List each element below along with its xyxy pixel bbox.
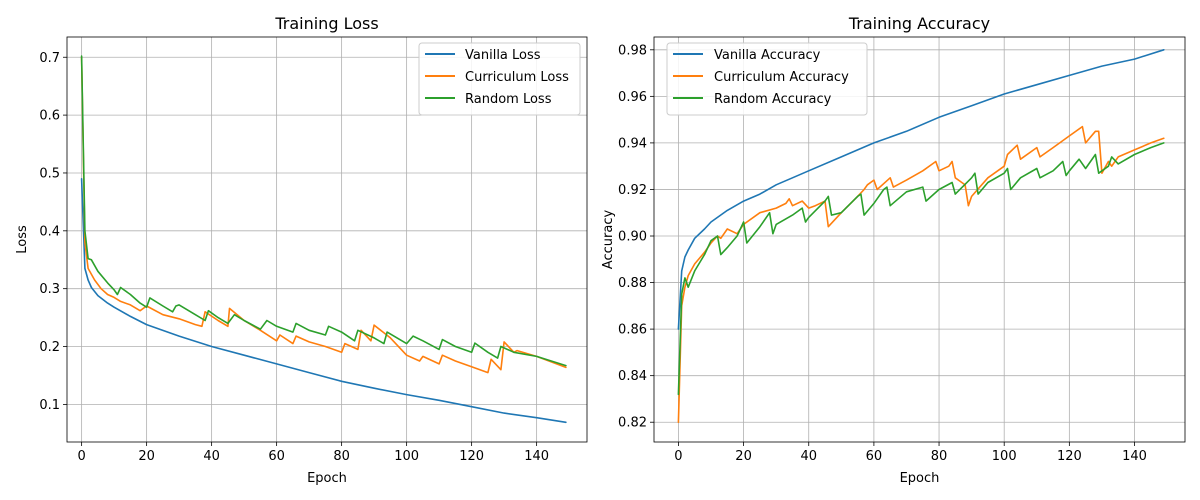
loss-x-tick-label: 20 [138, 449, 155, 464]
loss-legend-label-vanilla: Vanilla Loss [465, 48, 541, 63]
loss-axes-frame [66, 36, 588, 443]
accuracy-legend-label-vanilla: Vanilla Accuracy [714, 48, 821, 63]
accuracy-y-tick-label: 0.88 [618, 276, 647, 291]
loss-y-tick-label: 0.2 [39, 340, 60, 355]
loss-y-tick-label: 0.5 [39, 166, 60, 181]
accuracy-legend-label-random: Random Accuracy [714, 92, 832, 107]
loss-series-line-vanilla [80, 178, 567, 424]
loss-chart: 0 20 40 60 80 100 120 1400.10.20.30.40.50.60.7 … [15, 14, 588, 486]
loss-x-tick-label: 140 [524, 449, 549, 464]
loss-x-tick-label: 0 [77, 449, 85, 464]
accuracy-series-line-vanilla [677, 48, 1165, 330]
accuracy-y-tick-label: 0.90 [618, 230, 647, 245]
loss-x-tick-label: 100 [394, 449, 419, 464]
accuracy-x-tick-label: 140 [1122, 449, 1147, 464]
accuracy-y-tick-label: 0.82 [618, 416, 647, 431]
loss-legend: Vanilla Loss Curriculum Loss Random Loss [418, 42, 581, 116]
accuracy-x-tick-label: 0 [674, 449, 682, 464]
loss-y-tick-label: 0.4 [39, 224, 60, 239]
accuracy-chart: 0 20 40 60 80 100 120 140 0.82 0.84 0.86 0.88 0.90 0.… [601, 14, 1186, 486]
accuracy-axes-frame [653, 36, 1186, 443]
loss-x-axis-label: Epoch [307, 471, 347, 486]
accuracy-legend-box [666, 42, 868, 116]
loss-series-line-random [80, 55, 567, 367]
accuracy-legend-label-curriculum: Curriculum Accuracy [714, 70, 849, 85]
loss-y-tick-label: 0.7 [39, 51, 60, 66]
loss-x-tick-label: 120 [459, 449, 484, 464]
accuracy-y-tick-label: 0.84 [618, 369, 647, 384]
accuracy-legend: Vanilla Accuracy Curriculum Accuracy Ran… [666, 42, 868, 116]
accuracy-y-axis-label: Accuracy [601, 210, 616, 270]
accuracy-x-axis-label: Epoch [900, 471, 940, 486]
accuracy-series-line-random [677, 142, 1165, 396]
loss-y-tick-label: 0.6 [39, 109, 60, 124]
loss-series-line-curriculum [80, 56, 567, 374]
accuracy-x-tick-label: 120 [1057, 449, 1082, 464]
accuracy-x-tick-label: 80 [931, 449, 948, 464]
accuracy-chart-title: Training Accuracy [848, 14, 990, 33]
loss-legend-box [418, 42, 581, 116]
loss-legend-label-curriculum: Curriculum Loss [465, 70, 569, 85]
accuracy-x-tick-label: 100 [992, 449, 1017, 464]
accuracy-x-tick-label: 40 [800, 449, 817, 464]
loss-x-tick-label: 60 [268, 449, 285, 464]
loss-y-tick-label: 0.3 [39, 282, 60, 297]
loss-y-axis-label: Loss [15, 225, 30, 254]
loss-x-tick-label: 40 [203, 449, 220, 464]
accuracy-x-tick-label: 60 [866, 449, 883, 464]
accuracy-y-tick-label: 0.94 [618, 136, 647, 151]
accuracy-x-tick-label: 20 [735, 449, 752, 464]
accuracy-y-tick-label: 0.86 [618, 323, 647, 338]
loss-x-tick-label: 80 [333, 449, 350, 464]
loss-y-tick-label: 0.1 [39, 398, 60, 413]
accuracy-y-tick-label: 0.92 [618, 183, 647, 198]
accuracy-y-tick-label: 0.98 [618, 43, 647, 58]
loss-legend-label-random: Random Loss [465, 92, 552, 107]
accuracy-y-tick-label: 0.96 [618, 90, 647, 105]
loss-chart-title: Training Loss [274, 14, 378, 33]
